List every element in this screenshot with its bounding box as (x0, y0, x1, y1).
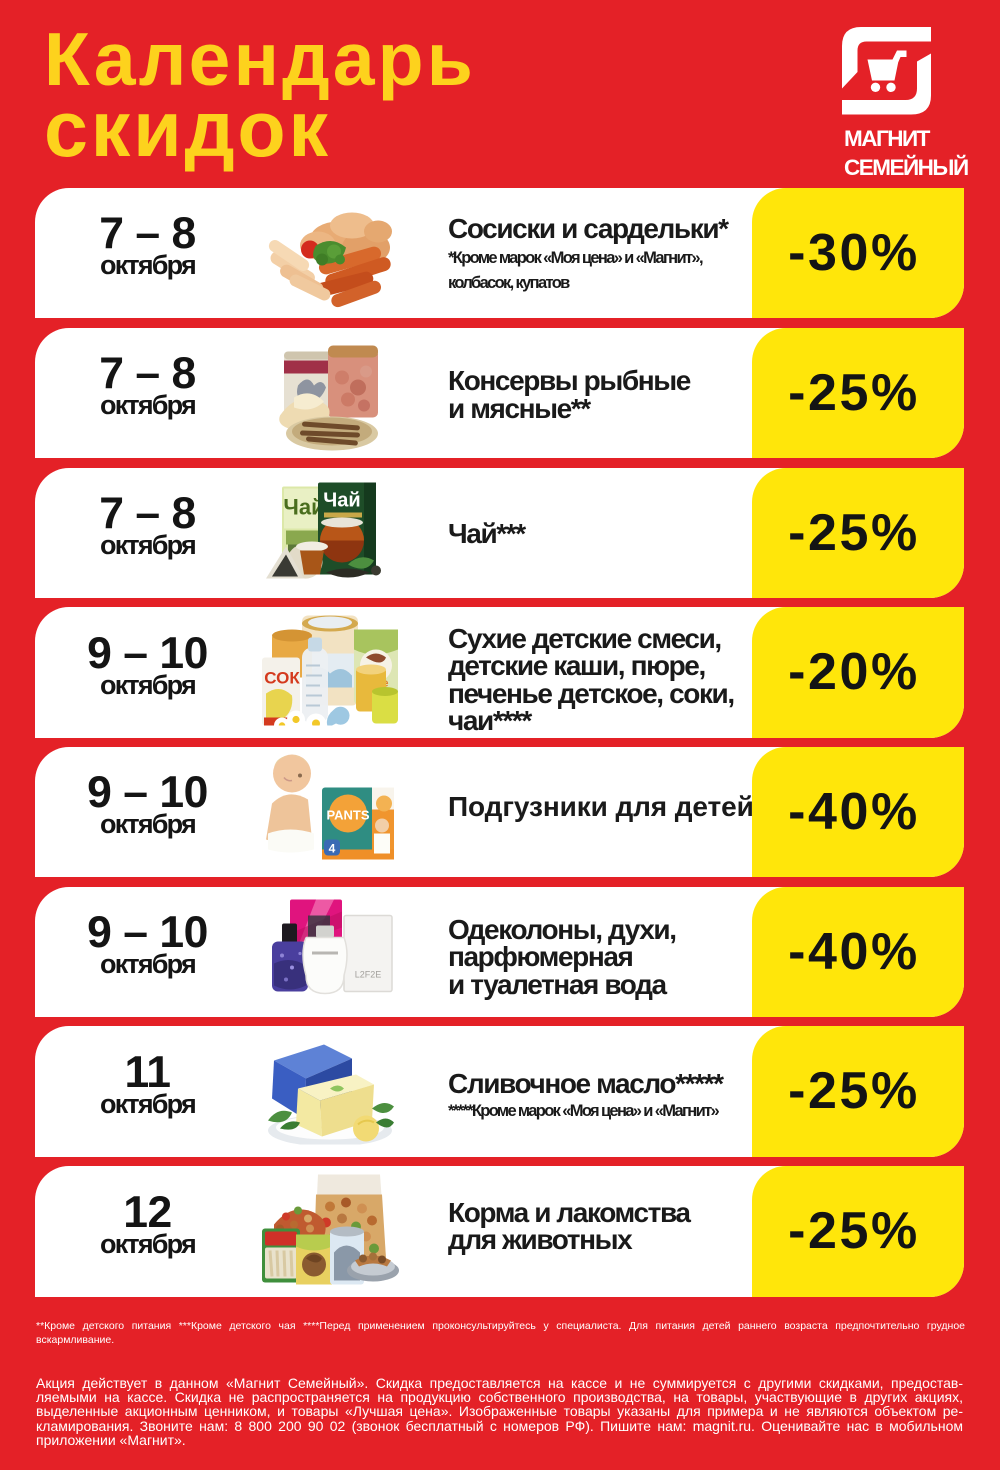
svg-text:Чай: Чай (323, 489, 360, 511)
svg-text:СОК: СОК (264, 669, 300, 688)
svg-text:L2F2E: L2F2E (355, 969, 382, 979)
svg-text:PANTS: PANTS (326, 807, 369, 822)
svg-text:4: 4 (329, 841, 336, 855)
svg-text:Чай: Чай (283, 494, 324, 519)
